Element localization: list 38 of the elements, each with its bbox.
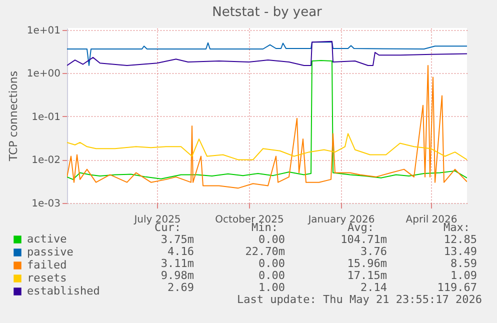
y-axis-title: TCP connections (6, 70, 20, 162)
legend-label: resets (27, 272, 67, 284)
text: Avg: (348, 221, 374, 234)
y-tick-label: 1e-03 (32, 198, 60, 210)
text: 12.85 (444, 233, 477, 246)
text: 1.09 (450, 269, 477, 282)
text: 3.75m (160, 233, 194, 246)
text: 13.49 (444, 245, 477, 258)
text: 2.14 (360, 281, 387, 294)
text: 1.00 (258, 281, 285, 294)
text: 8.59 (450, 257, 477, 270)
legend-label: failed (27, 258, 67, 272)
text: 4.16 (168, 245, 194, 258)
text: Max: (444, 221, 470, 234)
legend-label: active (27, 232, 67, 246)
y-tick-label: 1e-01 (32, 112, 60, 123)
text: Last update: Thu May 21 23:55:17 2026 (236, 293, 482, 306)
text: 22.70m (245, 245, 285, 258)
legend-label: passive (27, 246, 74, 258)
text: 104.71m (340, 233, 387, 246)
text: Cur: (154, 221, 181, 234)
text: 17.15m (347, 269, 387, 282)
text: 119.67 (437, 281, 477, 294)
text: 15.96m (347, 257, 387, 270)
line-series (67, 133, 467, 160)
y-tick-label: 1e+00 (26, 68, 60, 80)
text: 0.00 (258, 257, 285, 270)
text: 0.00 (258, 269, 285, 282)
chart-title: Netstat - by year (212, 4, 323, 20)
text: 0.00 (258, 233, 285, 246)
y-tick-label: 1e+01 (26, 25, 60, 36)
legend-label: established (27, 284, 100, 298)
text: 9.98m (160, 269, 194, 282)
text: 2.69 (168, 281, 194, 294)
y-tick-label: 1e-02 (32, 155, 60, 166)
text: Min: (252, 221, 278, 234)
text: 3.76 (360, 245, 387, 258)
text: 3.11m (160, 257, 194, 270)
